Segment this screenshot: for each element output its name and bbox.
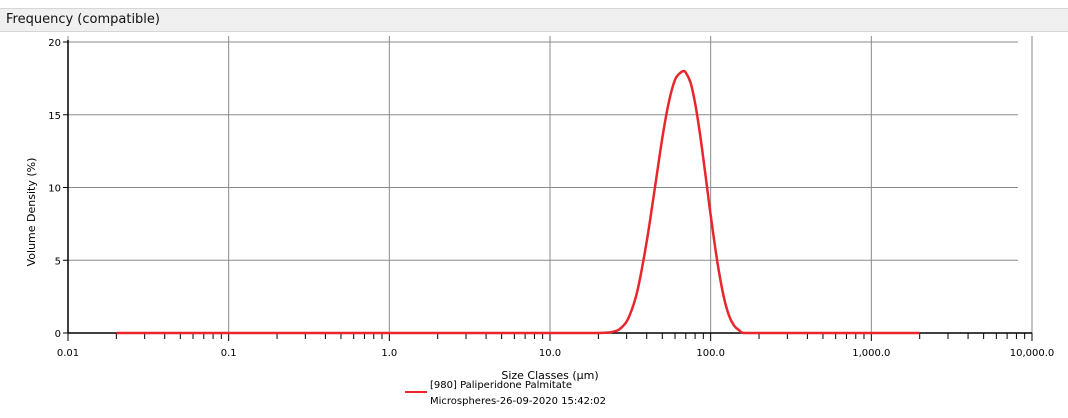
- y-tick-label: 5: [55, 256, 61, 267]
- y-tick-label: 15: [48, 111, 61, 122]
- series-layer: [116, 69, 920, 335]
- frequency-chart: 0.01 0.1 1.0 10.0 100.0 1,000.0 10,000.0 0 5 10 15…: [25, 36, 1054, 407]
- x-tick-label: 100.0: [696, 348, 725, 359]
- legend-label-line-1: [980] Paliperidone Palmitate: [430, 380, 572, 391]
- x-tick-label: 0.01: [57, 348, 79, 359]
- series-line: [116, 69, 920, 335]
- y-tick-label: 20: [48, 38, 61, 49]
- x-tick-label: 0.1: [221, 348, 237, 359]
- y-tick-label: 0: [55, 329, 61, 340]
- x-tick-label: 10,000.0: [1010, 348, 1055, 359]
- panel-header: Frequency (compatible): [0, 8, 1068, 32]
- x-axis-label: Size Classes (μm): [501, 369, 598, 382]
- y-tick-label: 10: [48, 184, 61, 195]
- panel-title: Frequency (compatible): [6, 12, 160, 27]
- legend-label-line-2: Microspheres-26-09-2020 15:42:02: [430, 396, 606, 407]
- grid-layer: [67, 36, 1033, 334]
- axes-layer: 0.01 0.1 1.0 10.0 100.0 1,000.0 10,000.0 0 5 10 15…: [48, 38, 1054, 359]
- x-tick-label: 10.0: [539, 348, 561, 359]
- x-tick-label: 1.0: [381, 348, 397, 359]
- y-axis-label: Volume Density (%): [25, 158, 38, 267]
- legend: [980] Paliperidone Palmitate Microsphere…: [405, 380, 606, 407]
- x-tick-label: 1,000.0: [852, 348, 890, 359]
- chart-area: 0.01 0.1 1.0 10.0 100.0 1,000.0 10,000.0 0 5 10 15…: [0, 32, 1068, 413]
